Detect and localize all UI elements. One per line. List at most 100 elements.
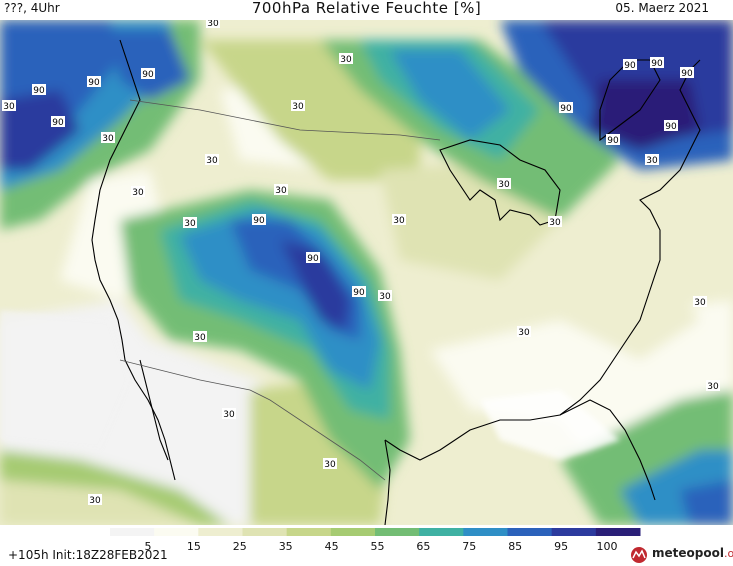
legend-tick-label: 95 [554,540,568,551]
svg-text:30: 30 [707,382,719,392]
contour-label: 30 [274,184,288,196]
svg-text:30: 30 [3,102,15,112]
svg-text:30: 30 [498,180,510,190]
color-legend: 5 15 25 35 45 55 65 75 85 95 100 [110,528,641,551]
svg-text:90: 90 [307,254,319,264]
contour-labels: 90 90 90 90 90 90 90 90 90 90 90 90 90 3… [2,20,720,506]
svg-text:30: 30 [694,298,706,308]
contour-label: 30 [693,296,707,308]
svg-text:90: 90 [52,118,64,128]
legend-tick-label: 45 [325,540,339,551]
dry-zones [0,310,620,460]
svg-text:90: 90 [651,59,663,69]
legend-swatch [286,528,332,536]
svg-text:30: 30 [340,55,352,65]
humidity-map: 90 90 90 90 90 90 90 90 90 90 90 90 90 3… [0,20,733,525]
legend-tick-label: 35 [279,540,293,551]
contour-label: 90 [650,57,664,69]
contour-label: 90 [664,120,678,132]
svg-text:30: 30 [549,218,561,228]
svg-text:30: 30 [102,134,114,144]
contour-label: 30 [131,186,145,198]
legend-swatch [419,528,464,536]
legend-swatch [242,528,288,536]
contour-label: 30 [101,132,115,144]
svg-text:90: 90 [88,78,100,88]
valid-date: 05. Maerz 2021 [615,1,709,15]
contour-label: 30 [323,458,337,470]
legend-tick-label: 55 [371,540,385,551]
contour-label: 30 [548,216,562,228]
svg-text:30: 30 [379,292,391,302]
contour-label: 30 [183,217,197,229]
svg-text:30: 30 [184,219,196,229]
header-bar: ???, 4Uhr 700hPa Relative Feuchte [%] 05… [0,0,733,20]
legend-tick-label: 5 [145,540,152,551]
svg-text:90: 90 [253,216,265,226]
legend-tick-label: 65 [416,540,430,551]
legend-tick-label: 85 [508,540,522,551]
contour-label: 30 [339,53,353,65]
legend-swatch [375,528,420,536]
map-title: 700hPa Relative Feuchte [%] [251,0,482,17]
svg-text:90: 90 [607,136,619,146]
legend-swatch [154,528,199,536]
contour-label: 90 [32,84,46,96]
svg-text:90: 90 [33,86,45,96]
logo-name: meteopool [652,546,724,560]
contour-label: 30 [193,331,207,343]
contour-label: 30 [392,214,406,226]
meteopool-logo[interactable] [630,546,730,564]
contour-label: 30 [222,408,236,420]
legend-swatch [198,528,243,536]
logo-text[interactable]: meteopool.org [652,546,733,560]
svg-text:30: 30 [275,186,287,196]
contour-label: 30 [378,290,392,302]
contour-label: 30 [2,100,16,112]
svg-text:30: 30 [194,333,206,343]
svg-text:30: 30 [646,156,658,166]
contour-label: 90 [252,214,266,226]
logo-domain: .org [723,547,733,560]
contour-label: 30 [706,380,720,392]
humidity-field [0,20,733,525]
svg-text:30: 30 [292,102,304,112]
legend-tick-label: 75 [462,540,476,551]
svg-text:30: 30 [132,188,144,198]
coastlines [91,39,701,525]
legend-tick-label: 100 [597,540,618,551]
contour-label: 30 [497,178,511,190]
svg-text:90: 90 [560,104,572,114]
contour-label: 90 [141,68,155,80]
contour-label: 90 [606,134,620,146]
svg-text:30: 30 [223,410,235,420]
contour-label: 30 [517,326,531,338]
contour-label: 30 [205,154,219,166]
contour-label: 30 [645,154,659,166]
legend-tick-label: 25 [233,540,247,551]
svg-text:30: 30 [324,460,336,470]
legend-swatch [463,528,508,536]
svg-text:90: 90 [624,61,636,71]
legend-swatch [110,528,155,536]
legend-swatch [551,528,597,536]
svg-text:90: 90 [353,288,365,298]
legend-tick-label: 15 [187,540,201,551]
contour-label: 90 [87,76,101,88]
svg-text:30: 30 [89,496,101,506]
contour-label: 30 [88,494,102,506]
contour-label: 90 [623,59,637,71]
init-time-label: +105h Init:18Z28FEB2021 [8,548,168,562]
legend-swatch [330,528,376,536]
contour-label: 30 [206,20,220,29]
svg-text:30: 30 [207,20,219,29]
legend-swatch [595,528,641,536]
svg-text:30: 30 [206,156,218,166]
svg-text:90: 90 [142,70,154,80]
svg-text:90: 90 [665,122,677,132]
contour-label: 90 [559,102,573,114]
contour-label: 90 [680,67,694,79]
borders [119,99,441,481]
svg-text:30: 30 [518,328,530,338]
svg-text:90: 90 [681,69,693,79]
